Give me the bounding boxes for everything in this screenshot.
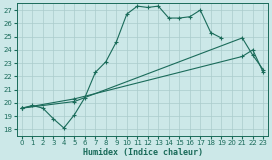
X-axis label: Humidex (Indice chaleur): Humidex (Indice chaleur) [83, 148, 203, 156]
